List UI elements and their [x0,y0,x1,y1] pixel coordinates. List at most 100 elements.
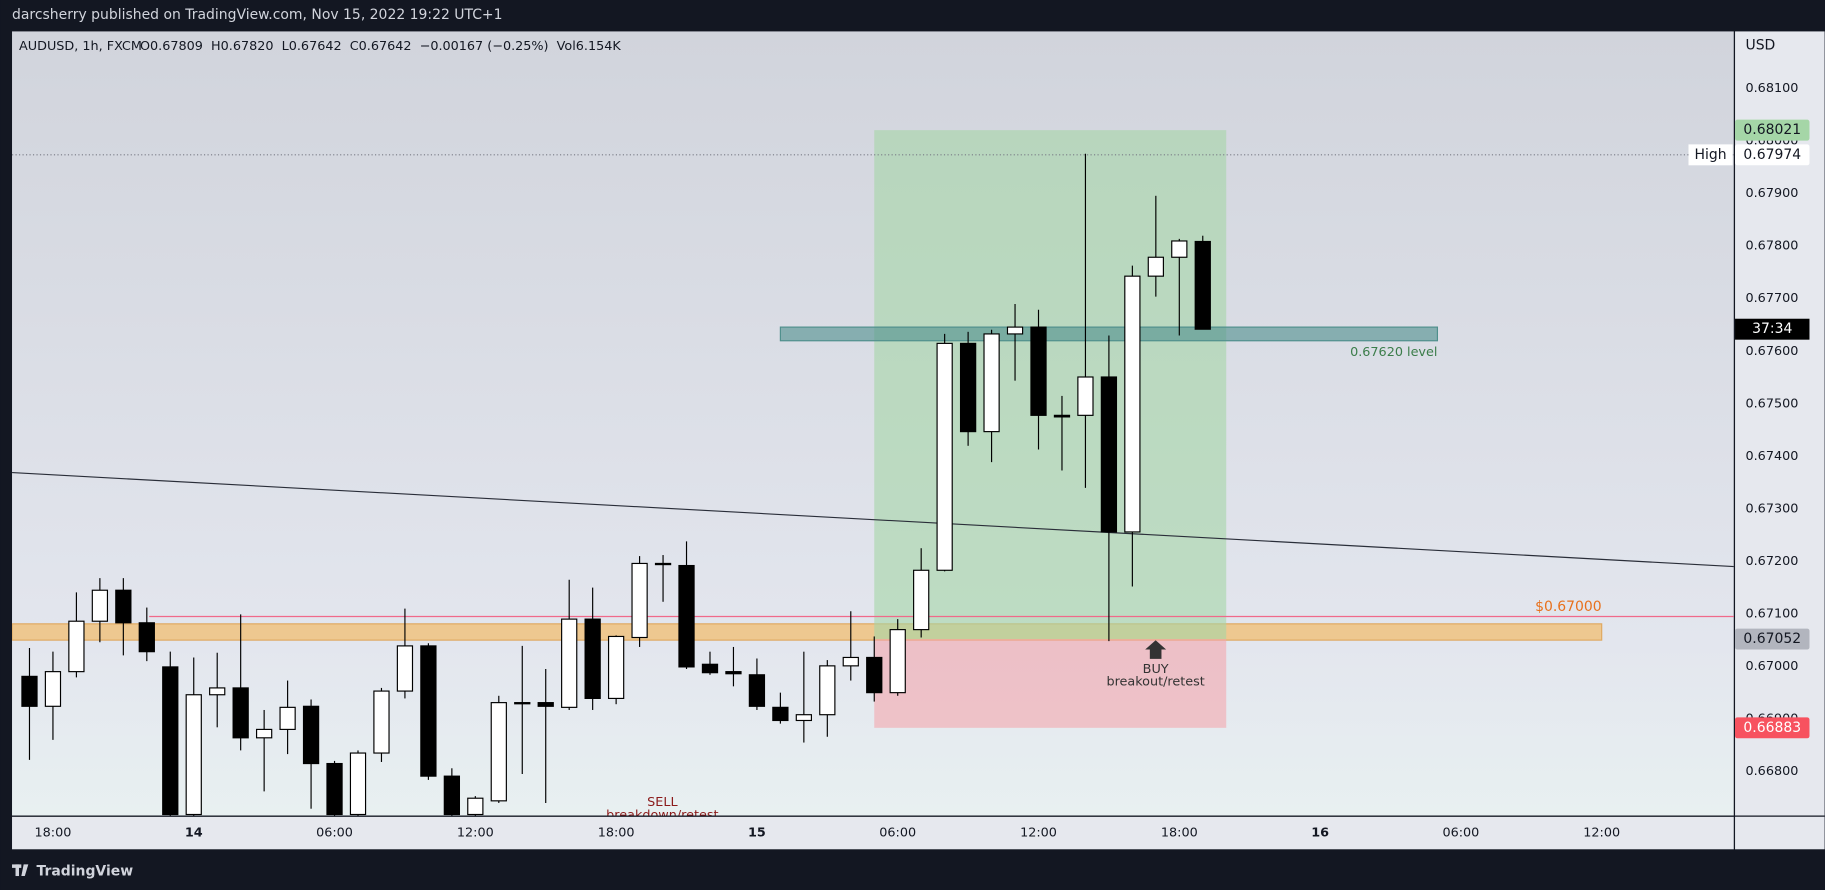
x-tick-label: 18:00 [598,825,635,840]
buy-arrow [1145,640,1167,659]
y-tick-label: 0.67200 [1745,554,1798,569]
candle-body [514,702,531,705]
candle-body [44,671,62,707]
high-price-label: 0.67974 [1743,147,1801,163]
y-tick-label: 0.67100 [1745,606,1798,621]
trendline [12,472,1734,568]
candle-body [654,562,672,566]
candle-body [1194,240,1211,330]
x-tick-label: 16 [1311,825,1329,840]
candle-body [420,645,437,777]
x-tick-label: 12:00 [457,825,494,840]
candle-body [936,342,953,571]
y-tick-label: 0.67800 [1745,239,1798,254]
y-tick-label: 0.67500 [1745,396,1798,411]
candle-body [819,665,836,716]
countdown-bg [1735,318,1810,340]
candle-body [748,674,766,707]
candle-body [795,714,812,722]
candle-body [396,645,414,692]
ohlc-legend: O0.67809 H0.67820 L0.67642 C0.67642 −0.0… [140,39,621,54]
target-label-bg [1735,119,1810,141]
loss-zone [874,639,1227,728]
x-tick-label: 14 [185,825,203,840]
logo [12,864,29,877]
x-tick-label: 18:00 [35,825,72,840]
entry-label-bg [1735,628,1810,650]
publisher: darcsherry published on TradingView.com,… [12,7,502,23]
candle-body [1006,326,1024,335]
x-tick-label: 06:00 [1442,825,1479,840]
currency: USD [1745,37,1775,53]
candle-body [68,620,85,673]
candle-body [209,687,226,696]
candle-body [91,589,109,622]
candle-body [866,656,883,694]
candle-body [537,702,554,707]
footer-brand: TradingView [36,863,133,879]
candle-body [725,671,742,675]
high-price-label-bg [1735,144,1810,166]
candle-body [21,675,38,707]
candle-body [678,564,695,668]
candle-body [1147,256,1164,277]
candle-body [631,562,648,639]
candle-body [607,635,625,700]
price-axis [1735,31,1825,850]
x-tick-label: 06:00 [316,825,353,840]
candle-body [959,342,977,433]
entry-label: 0.67052 [1743,631,1801,647]
x-tick-label: 12:00 [1583,825,1620,840]
candle-body [162,666,179,816]
candle-body [701,663,719,674]
candle-body [913,569,930,631]
target-label: 0.68021 [1743,122,1801,138]
candle-body [889,629,906,694]
countdown: 37:34 [1752,321,1792,337]
y-tick-label: 0.67600 [1745,344,1798,359]
candle-body [302,705,320,765]
support-zone [12,623,1603,641]
x-tick-label: 12:00 [1020,825,1057,840]
candle-body [279,706,296,730]
candle-body [842,656,859,667]
candle-body [561,618,578,708]
axis-layer: 0.668000.669000.670000.671000.672000.673… [35,81,1810,840]
time-axis [12,816,1734,850]
x-tick-label: 06:00 [879,825,916,840]
candle-body [1053,414,1071,418]
candle-body [467,797,484,816]
stop-label: 0.66883 [1743,720,1801,736]
candle-body [1100,376,1118,533]
buy-note: breakout/retest [1106,675,1204,690]
candle-body [584,618,601,700]
candle-body [1077,376,1094,416]
profit-zone [874,130,1227,640]
y-tick-label: 0.67900 [1745,186,1798,201]
level-label: 0.67620 level [1350,345,1437,360]
y-tick-label: 0.66800 [1745,764,1798,779]
x-tick-label: 15 [748,825,766,840]
candle-body [1030,326,1047,416]
candle-body [983,333,1000,433]
candle-body [349,752,367,816]
candle-body [1124,275,1141,533]
high-name-bg [1688,144,1733,166]
candle-body [373,690,390,754]
stop-label-bg [1735,717,1810,739]
candle-body [443,775,461,816]
y-tick-label: 0.67000 [1745,659,1798,674]
y-tick-label: 0.68100 [1745,81,1798,96]
buy-note: BUY [1143,662,1169,677]
candle-body [1171,240,1188,258]
high-name: High [1695,147,1727,163]
candle-body [185,694,202,816]
candle-body [115,589,132,624]
candle-body [490,702,507,802]
y-tick-label: 0.67400 [1745,449,1798,464]
candle-body [772,706,789,722]
candle-body [232,687,249,739]
symbol-info: AUDUSD, 1h, FXCM [19,39,142,54]
x-tick-label: 18:00 [1161,825,1198,840]
